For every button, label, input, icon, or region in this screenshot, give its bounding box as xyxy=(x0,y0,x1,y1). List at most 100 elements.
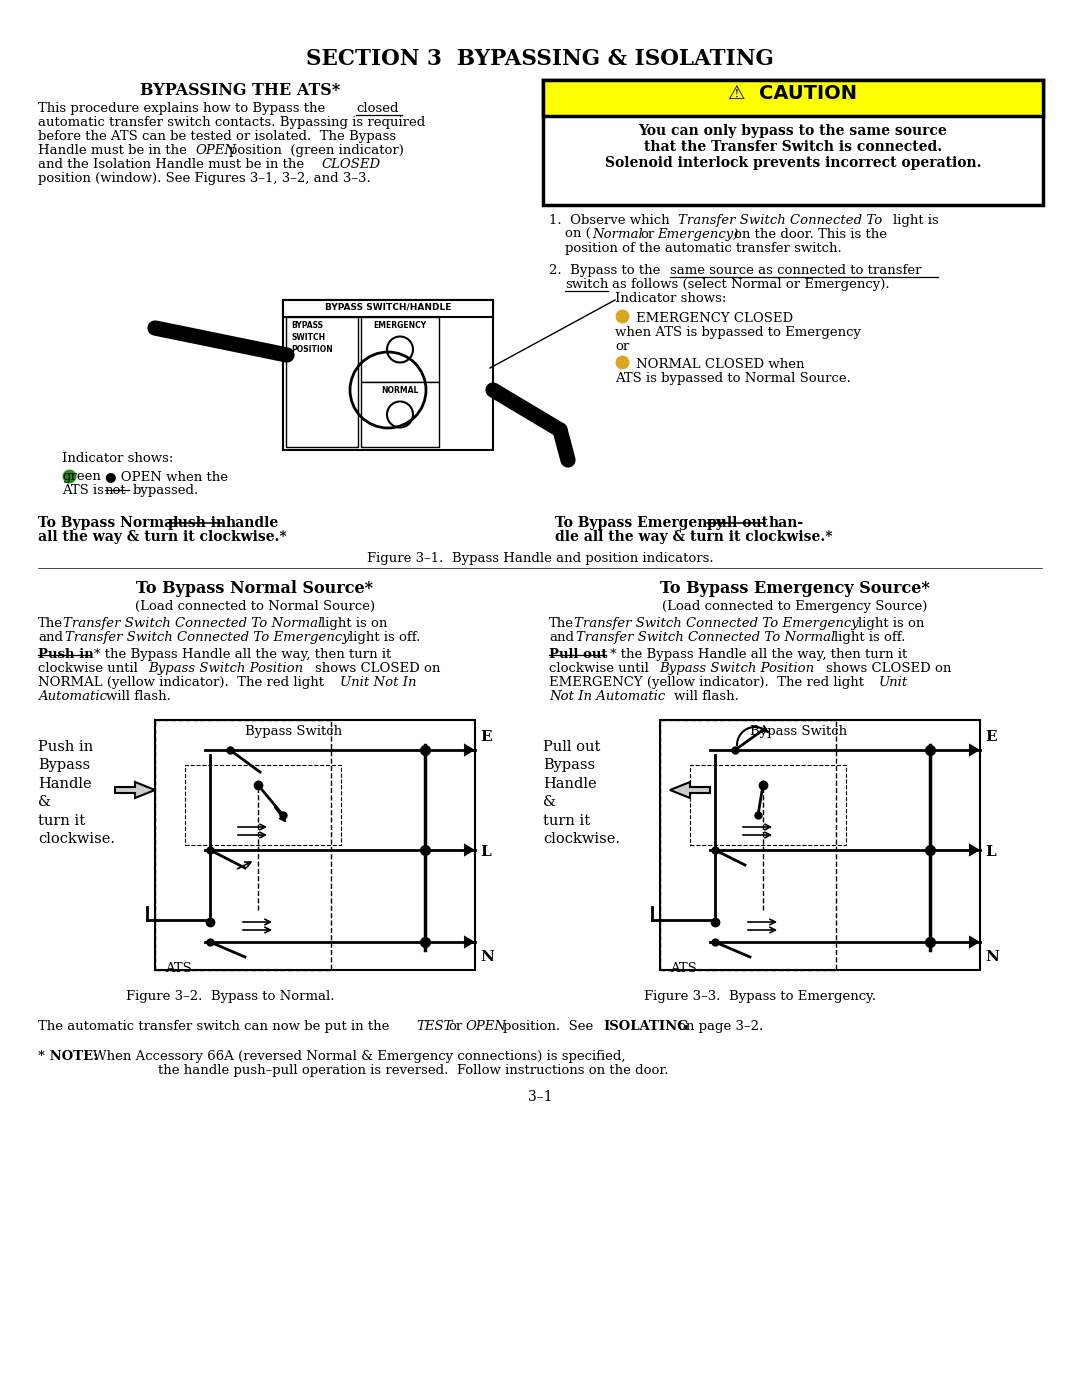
Bar xyxy=(156,719,475,970)
Text: position  (green indicator): position (green indicator) xyxy=(229,144,404,156)
Text: The: The xyxy=(38,617,63,630)
Bar xyxy=(283,300,492,317)
Bar xyxy=(361,317,438,381)
Text: NORMAL (yellow indicator).  The red light: NORMAL (yellow indicator). The red light xyxy=(38,676,324,689)
Text: EMERGENCY (yellow indicator).  The red light: EMERGENCY (yellow indicator). The red li… xyxy=(549,676,864,689)
Text: will flash.: will flash. xyxy=(106,690,171,703)
Text: and the Isolation Handle must be in the: and the Isolation Handle must be in the xyxy=(38,158,305,170)
Text: before the ATS can be tested or isolated.  The Bypass: before the ATS can be tested or isolated… xyxy=(38,130,396,142)
Text: Not In Automatic: Not In Automatic xyxy=(549,690,665,703)
Text: To Bypass Normal: To Bypass Normal xyxy=(38,515,178,529)
Text: E: E xyxy=(480,731,491,745)
Text: position.  See: position. See xyxy=(503,1020,593,1032)
Text: han-: han- xyxy=(769,515,805,529)
Text: The: The xyxy=(549,617,573,630)
Text: Indicator shows:: Indicator shows: xyxy=(615,292,727,305)
Text: Indicator shows:: Indicator shows: xyxy=(62,453,174,465)
Text: Figure 3–3.  Bypass to Emergency.: Figure 3–3. Bypass to Emergency. xyxy=(644,990,876,1003)
Bar xyxy=(286,317,357,447)
Text: ISOLATING: ISOLATING xyxy=(603,1020,689,1032)
Text: Transfer Switch Connected To Normal: Transfer Switch Connected To Normal xyxy=(576,631,835,644)
Text: To Bypass Emergency Source*: To Bypass Emergency Source* xyxy=(660,580,930,597)
Bar xyxy=(543,80,1043,116)
Polygon shape xyxy=(465,745,473,754)
Text: light is on: light is on xyxy=(321,617,388,630)
Text: all the way & turn it clockwise.*: all the way & turn it clockwise.* xyxy=(38,529,287,543)
Text: CLOSED: CLOSED xyxy=(321,158,380,170)
Text: not: not xyxy=(105,483,126,497)
Text: and: and xyxy=(549,631,573,644)
Text: BYPASS SWITCH/HANDLE: BYPASS SWITCH/HANDLE xyxy=(325,302,451,312)
Text: push in: push in xyxy=(168,515,226,529)
Bar xyxy=(361,381,438,447)
Text: Bypass Switch Position: Bypass Switch Position xyxy=(659,662,814,675)
Text: * NOTE:: * NOTE: xyxy=(38,1051,98,1063)
Text: ● OPEN when the: ● OPEN when the xyxy=(105,469,228,483)
Text: L: L xyxy=(985,845,996,859)
Text: green: green xyxy=(62,469,100,483)
Text: The automatic transfer switch can now be put in the: The automatic transfer switch can now be… xyxy=(38,1020,390,1032)
Polygon shape xyxy=(970,745,978,754)
Text: ⚠  CAUTION: ⚠ CAUTION xyxy=(729,84,858,103)
Text: Transfer Switch Connected To Emergency: Transfer Switch Connected To Emergency xyxy=(65,631,350,644)
Text: handle: handle xyxy=(226,515,280,529)
Text: 2.  Bypass to the: 2. Bypass to the xyxy=(549,264,660,277)
Text: light is: light is xyxy=(893,214,939,226)
Text: Transfer Switch Connected To Emergency: Transfer Switch Connected To Emergency xyxy=(573,617,859,630)
Text: will flash.: will flash. xyxy=(674,690,739,703)
Text: SECTION 3  BYPASSING & ISOLATING: SECTION 3 BYPASSING & ISOLATING xyxy=(306,47,774,70)
Text: position (window). See Figures 3–1, 3–2, and 3–3.: position (window). See Figures 3–1, 3–2,… xyxy=(38,172,370,184)
Text: You can only bypass to the same source
that the Transfer Switch is connected.
So: You can only bypass to the same source t… xyxy=(605,124,982,170)
Text: * the Bypass Handle all the way, then turn it: * the Bypass Handle all the way, then tu… xyxy=(610,648,907,661)
Polygon shape xyxy=(970,937,978,947)
Text: (Load connected to Emergency Source): (Load connected to Emergency Source) xyxy=(662,599,928,613)
Text: ATS: ATS xyxy=(165,963,192,975)
Text: automatic transfer switch contacts. Bypassing is required: automatic transfer switch contacts. Bypa… xyxy=(38,116,426,129)
Text: OPEN: OPEN xyxy=(465,1020,507,1032)
Text: Bypass Switch Position: Bypass Switch Position xyxy=(148,662,303,675)
Text: on (: on ( xyxy=(565,228,591,242)
Text: NORMAL: NORMAL xyxy=(381,386,419,395)
Text: and: and xyxy=(38,631,63,644)
Text: Emergency): Emergency) xyxy=(657,228,739,242)
Text: * the Bypass Handle all the way, then turn it: * the Bypass Handle all the way, then tu… xyxy=(94,648,391,661)
Text: dle all the way & turn it clockwise.*: dle all the way & turn it clockwise.* xyxy=(555,529,833,543)
Text: Transfer Switch Connected To: Transfer Switch Connected To xyxy=(678,214,882,226)
Text: on page 3–2.: on page 3–2. xyxy=(678,1020,764,1032)
Text: clockwise until: clockwise until xyxy=(549,662,649,675)
Text: BYPASS
SWITCH
POSITION: BYPASS SWITCH POSITION xyxy=(291,321,333,353)
Text: N: N xyxy=(480,950,494,964)
Text: clockwise until: clockwise until xyxy=(38,662,138,675)
Text: This procedure explains how to Bypass the: This procedure explains how to Bypass th… xyxy=(38,102,325,115)
Bar xyxy=(156,719,330,970)
Text: OPEN: OPEN xyxy=(195,144,237,156)
Text: ATS: ATS xyxy=(670,963,697,975)
Text: light is on: light is on xyxy=(858,617,924,630)
Text: (Load connected to Normal Source): (Load connected to Normal Source) xyxy=(135,599,375,613)
Text: Unit Not In: Unit Not In xyxy=(340,676,417,689)
Text: L: L xyxy=(480,845,490,859)
Text: Bypass Switch: Bypass Switch xyxy=(245,725,342,738)
Text: ATS is bypassed to Normal Source.: ATS is bypassed to Normal Source. xyxy=(615,372,851,386)
Text: the handle push–pull operation is reversed.  Follow instructions on the door.: the handle push–pull operation is revers… xyxy=(158,1065,669,1077)
Text: pull out: pull out xyxy=(707,515,768,529)
Bar xyxy=(660,719,836,970)
Text: To Bypass Emergency: To Bypass Emergency xyxy=(555,515,724,529)
Text: Figure 3–2.  Bypass to Normal.: Figure 3–2. Bypass to Normal. xyxy=(125,990,334,1003)
Text: Figure 3–1.  Bypass Handle and position indicators.: Figure 3–1. Bypass Handle and position i… xyxy=(367,552,713,564)
Text: When Accessory 66A (reversed Normal & Emergency connections) is specified,: When Accessory 66A (reversed Normal & Em… xyxy=(93,1051,625,1063)
Text: E: E xyxy=(985,731,997,745)
Text: EMERGENCY: EMERGENCY xyxy=(374,321,427,330)
Bar xyxy=(283,300,492,450)
Text: BYPASSING THE ATS*: BYPASSING THE ATS* xyxy=(140,82,340,99)
Text: when ATS is bypassed to Emergency: when ATS is bypassed to Emergency xyxy=(615,326,861,339)
Text: Handle must be in the: Handle must be in the xyxy=(38,144,187,156)
Polygon shape xyxy=(970,845,978,855)
Text: Transfer Switch Connected To Normal: Transfer Switch Connected To Normal xyxy=(63,617,322,630)
Text: NORMAL CLOSED when: NORMAL CLOSED when xyxy=(636,358,805,372)
Text: EMERGENCY CLOSED: EMERGENCY CLOSED xyxy=(636,312,793,326)
Bar xyxy=(690,766,846,845)
Text: Push in
Bypass
Handle
&
turn it
clockwise.: Push in Bypass Handle & turn it clockwis… xyxy=(38,740,114,847)
Text: TEST: TEST xyxy=(416,1020,453,1032)
Text: position of the automatic transfer switch.: position of the automatic transfer switc… xyxy=(565,242,841,256)
